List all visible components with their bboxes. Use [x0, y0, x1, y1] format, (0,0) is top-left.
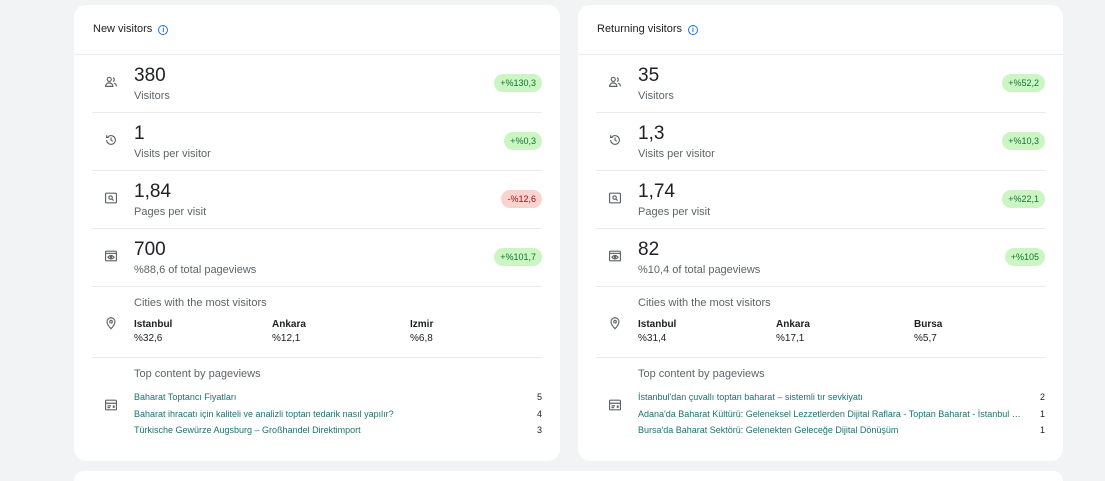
card-title: Returning visitors	[597, 23, 682, 35]
city-item: Bursa %5,7	[914, 319, 1044, 344]
content-link[interactable]: İstanbul'dan çuvallı toptan baharat – si…	[638, 392, 863, 403]
content-link[interactable]: Türkische Gewürze Augsburg – Großhandel …	[134, 425, 361, 436]
metric-label: Visits per visitor	[638, 148, 715, 160]
city-name: Ankara	[776, 319, 810, 330]
content-count: 4	[536, 408, 542, 419]
metric-label: Visitors	[638, 90, 674, 102]
city-percent: %12,1	[272, 333, 301, 344]
city-item: Ankara %17,1	[776, 319, 906, 344]
metric-pageviews: 82 %10,4 of total pageviews +%105	[596, 229, 1045, 287]
city-name: Istanbul	[638, 319, 677, 330]
metric-pages-per-visit: 1,84 Pages per visit -%12,6	[92, 171, 542, 229]
metric-label: Pages per visit	[134, 206, 207, 218]
change-badge: +%105	[1004, 248, 1045, 266]
location-pin-icon	[104, 316, 118, 330]
metric-value: 700	[134, 239, 166, 260]
content-link[interactable]: Bursa'da Baharat Sektörü: Gelenekten Gel…	[638, 425, 899, 436]
metric-visitors: 35 Visitors +%52,2	[596, 55, 1045, 113]
history-icon	[608, 133, 622, 147]
metric-label: Pages per visit	[638, 206, 711, 218]
change-badge: -%12,6	[501, 190, 542, 208]
metric-value: 82	[638, 239, 660, 260]
next-card-edge	[74, 471, 1063, 481]
info-icon[interactable]: i	[158, 25, 169, 35]
metric-value: 1	[134, 123, 145, 144]
metric-value: 380	[134, 65, 166, 86]
city-name: Izmir	[410, 319, 434, 330]
list-item: Bursa'da Baharat Sektörü: Gelenekten Gel…	[638, 422, 1045, 439]
metric-pages-per-visit: 1,74 Pages per visit +%22,1	[596, 171, 1045, 229]
metric-value: 1,3	[638, 123, 665, 144]
card-header: New visitors i	[74, 5, 560, 55]
top-cities: Cities with the most visitors Istanbul %…	[596, 287, 1045, 358]
cities-title: Cities with the most visitors	[134, 297, 267, 309]
list-item: Türkische Gewürze Augsburg – Großhandel …	[134, 422, 542, 439]
city-item: Ankara %12,1	[272, 319, 402, 344]
change-badge: +%0,3	[504, 132, 542, 150]
change-badge: +%10,3	[1002, 132, 1045, 150]
metric-pageviews: 700 %88,6 of total pageviews +%101,7	[92, 229, 542, 287]
metric-label: %10,4 of total pageviews	[638, 264, 761, 276]
content-card-icon	[608, 398, 622, 412]
eye-window-icon	[104, 249, 118, 263]
top-content: Top content by pageviews İstanbul'dan çu…	[596, 358, 1045, 448]
content-count: 3	[536, 425, 542, 436]
metric-value: 1,74	[638, 181, 675, 202]
page-search-icon	[608, 191, 622, 205]
city-name: Bursa	[914, 319, 943, 330]
city-percent: %32,6	[134, 333, 163, 344]
metric-visits-per-visitor: 1 Visits per visitor +%0,3	[92, 113, 542, 171]
content-list: İstanbul'dan çuvallı toptan baharat – si…	[638, 389, 1045, 439]
metric-label: Visits per visitor	[134, 148, 211, 160]
list-item: Baharat Toptancı Fiyatları 5	[134, 389, 542, 406]
returning-visitors-card: Returning visitors i 35 Visitors +%52,2 …	[578, 5, 1063, 461]
cities-title: Cities with the most visitors	[638, 297, 771, 309]
list-item: İstanbul'dan çuvallı toptan baharat – si…	[638, 389, 1045, 406]
city-percent: %31,4	[638, 333, 667, 344]
content-count: 1	[1039, 408, 1045, 419]
city-name: Ankara	[272, 319, 306, 330]
city-item: Izmir %6,8	[410, 319, 540, 344]
city-name: Istanbul	[134, 319, 173, 330]
content-title: Top content by pageviews	[638, 368, 765, 380]
new-visitors-card: New visitors i 380 Visitors +%130,3 1 Vi…	[74, 5, 560, 461]
info-icon[interactable]: i	[687, 25, 698, 35]
location-pin-icon	[608, 316, 622, 330]
content-list: Baharat Toptancı Fiyatları 5 Baharat ihr…	[134, 389, 542, 439]
change-badge: +%130,3	[494, 74, 542, 92]
city-item: Istanbul %32,6	[134, 319, 264, 344]
city-percent: %17,1	[776, 333, 805, 344]
people-icon	[608, 75, 622, 89]
card-title: New visitors	[93, 23, 153, 35]
metric-label: Visitors	[134, 90, 170, 102]
change-badge: +%52,2	[1002, 74, 1045, 92]
metric-value: 35	[638, 65, 660, 86]
metric-label: %88,6 of total pageviews	[134, 264, 257, 276]
list-item: Adana'da Baharat Kültürü: Geleneksel Lez…	[638, 406, 1045, 423]
metric-visitors: 380 Visitors +%130,3	[92, 55, 542, 113]
city-item: Istanbul %31,4	[638, 319, 768, 344]
change-badge: +%22,1	[1002, 190, 1045, 208]
content-title: Top content by pageviews	[134, 368, 261, 380]
change-badge: +%101,7	[494, 248, 542, 266]
city-percent: %5,7	[914, 333, 937, 344]
history-icon	[104, 133, 118, 147]
content-count: 5	[536, 392, 542, 403]
content-link[interactable]: Adana'da Baharat Kültürü: Geleneksel Lez…	[638, 408, 1023, 419]
content-link[interactable]: Baharat ihracatı için kaliteli ve analiz…	[134, 408, 394, 419]
content-count: 2	[1039, 392, 1045, 403]
people-icon	[104, 75, 118, 89]
city-percent: %6,8	[410, 333, 433, 344]
metric-value: 1,84	[134, 181, 171, 202]
content-link[interactable]: Baharat Toptancı Fiyatları	[134, 392, 237, 403]
page-search-icon	[104, 191, 118, 205]
metric-visits-per-visitor: 1,3 Visits per visitor +%10,3	[596, 113, 1045, 171]
content-count: 1	[1039, 425, 1045, 436]
list-item: Baharat ihracatı için kaliteli ve analiz…	[134, 406, 542, 423]
top-content: Top content by pageviews Baharat Toptanc…	[92, 358, 542, 448]
card-header: Returning visitors i	[578, 5, 1063, 55]
eye-window-icon	[608, 249, 622, 263]
content-card-icon	[104, 398, 118, 412]
top-cities: Cities with the most visitors Istanbul %…	[92, 287, 542, 358]
